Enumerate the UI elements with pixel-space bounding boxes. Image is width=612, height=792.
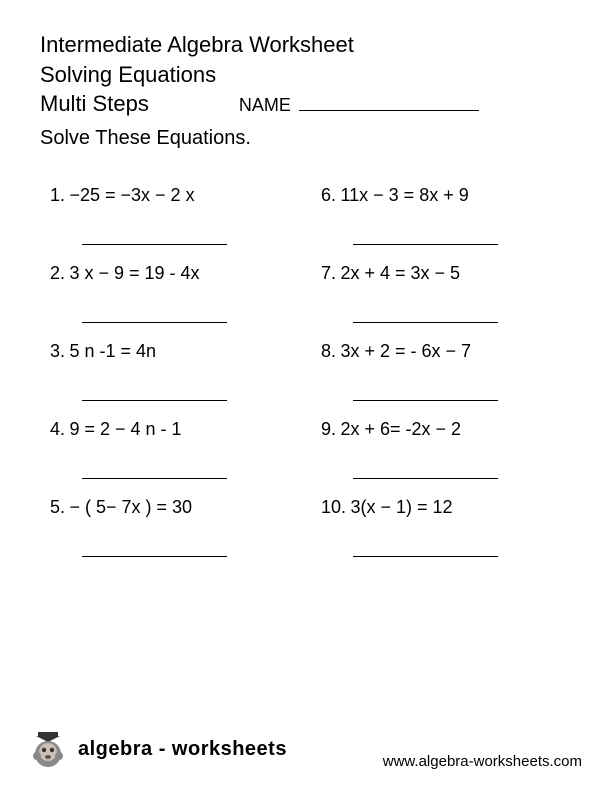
title-line-2: Solving Equations xyxy=(40,60,572,90)
name-label: NAME xyxy=(239,95,291,116)
problem-number: 3. xyxy=(50,341,65,361)
answer-blank[interactable] xyxy=(353,322,498,323)
answer-blank[interactable] xyxy=(82,400,227,401)
problem-number: 2. xyxy=(50,263,65,283)
problem-equation: 2x + 4 = 3x − 5 xyxy=(340,263,460,283)
problem-number: 8. xyxy=(321,341,336,361)
name-blank-line[interactable] xyxy=(299,95,479,111)
problems-grid: 1. −25 = −3x − 2 x 2. 3 x − 9 = 19 - 4x … xyxy=(40,185,572,575)
answer-blank[interactable] xyxy=(353,244,498,245)
problem-1: 1. −25 = −3x − 2 x xyxy=(50,185,301,245)
title-line-3: Multi Steps xyxy=(40,89,149,119)
problem-5: 5. − ( 5− 7x ) = 30 xyxy=(50,497,301,557)
problem-number: 10. xyxy=(321,497,346,517)
footer-url: www.algebra-worksheets.com xyxy=(383,753,582,770)
worksheet-header: Intermediate Algebra Worksheet Solving E… xyxy=(40,30,572,119)
title-line-1: Intermediate Algebra Worksheet xyxy=(40,30,572,60)
answer-blank[interactable] xyxy=(82,556,227,557)
problem-2: 2. 3 x − 9 = 19 - 4x xyxy=(50,263,301,323)
instruction-text: Solve These Equations. xyxy=(40,127,572,150)
problem-8: 8. 3x + 2 = - 6x − 7 xyxy=(321,341,572,401)
answer-blank[interactable] xyxy=(353,400,498,401)
problem-equation: 5 n -1 = 4n xyxy=(69,341,156,361)
problem-number: 6. xyxy=(321,185,336,205)
mascot-icon xyxy=(30,728,72,770)
problem-equation: −25 = −3x − 2 x xyxy=(69,185,194,205)
problem-equation: 3(x − 1) = 12 xyxy=(350,497,452,517)
problem-3: 3. 5 n -1 = 4n xyxy=(50,341,301,401)
problem-number: 5. xyxy=(50,497,65,517)
answer-blank[interactable] xyxy=(353,478,498,479)
problem-equation: 9 = 2 − 4 n - 1 xyxy=(69,419,181,439)
column-left: 1. −25 = −3x − 2 x 2. 3 x − 9 = 19 - 4x … xyxy=(50,185,301,575)
problem-6: 6. 11x − 3 = 8x + 9 xyxy=(321,185,572,245)
problem-equation: 2x + 6= -2x − 2 xyxy=(340,419,461,439)
problem-4: 4. 9 = 2 − 4 n - 1 xyxy=(50,419,301,479)
name-row: Multi Steps NAME xyxy=(40,89,572,119)
problem-number: 1. xyxy=(50,185,65,205)
answer-blank[interactable] xyxy=(82,322,227,323)
answer-blank[interactable] xyxy=(82,478,227,479)
problem-equation: − ( 5− 7x ) = 30 xyxy=(69,497,192,517)
answer-blank[interactable] xyxy=(82,244,227,245)
problem-9: 9. 2x + 6= -2x − 2 xyxy=(321,419,572,479)
problem-number: 7. xyxy=(321,263,336,283)
problem-equation: 3 x − 9 = 19 - 4x xyxy=(69,263,199,283)
problem-10: 10. 3(x − 1) = 12 xyxy=(321,497,572,557)
problem-equation: 11x − 3 = 8x + 9 xyxy=(340,185,468,205)
problem-equation: 3x + 2 = - 6x − 7 xyxy=(340,341,471,361)
answer-blank[interactable] xyxy=(353,556,498,557)
column-right: 6. 11x − 3 = 8x + 9 7. 2x + 4 = 3x − 5 8… xyxy=(321,185,572,575)
problem-7: 7. 2x + 4 = 3x − 5 xyxy=(321,263,572,323)
logo: algebra - worksheets xyxy=(30,728,287,770)
problem-number: 9. xyxy=(321,419,336,439)
problem-number: 4. xyxy=(50,419,65,439)
footer: algebra - worksheets www.algebra-workshe… xyxy=(30,728,582,770)
logo-text: algebra - worksheets xyxy=(78,738,287,761)
